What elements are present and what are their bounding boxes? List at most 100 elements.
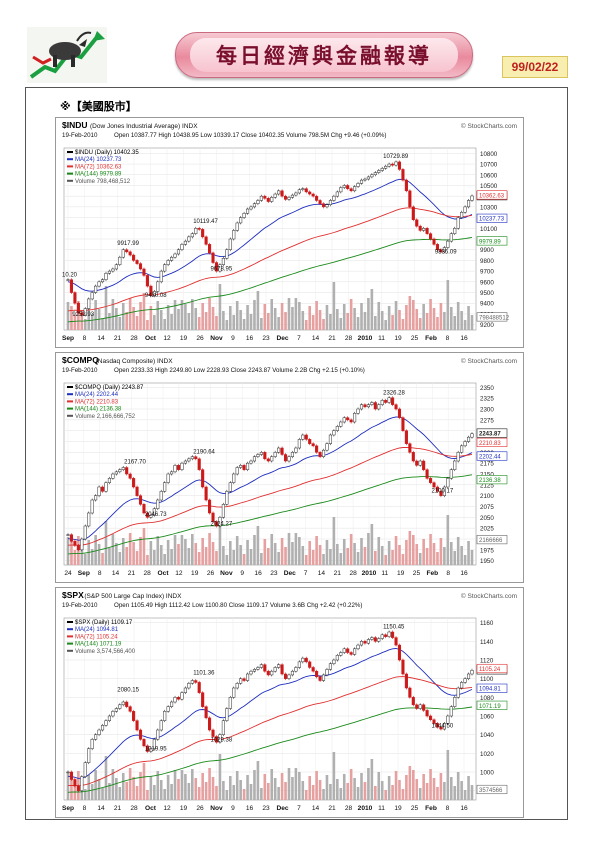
volume-bar (159, 545, 163, 565)
volume-bar (90, 784, 94, 800)
volume-bar (253, 300, 256, 330)
candle-body (125, 467, 129, 475)
volume-bar (108, 548, 111, 565)
y-tick-label: 10700 (480, 162, 498, 169)
candle-body (353, 186, 357, 192)
candle-body (308, 439, 312, 444)
volume-bar (418, 553, 422, 565)
candle-body (404, 179, 408, 192)
volume-bar (349, 534, 353, 565)
volume-bar (132, 542, 135, 565)
volume-bar (146, 555, 149, 565)
volume-bar (463, 320, 467, 330)
volume-bar (425, 783, 429, 800)
candle-body (470, 195, 474, 201)
candle-body (104, 273, 108, 280)
y-tick-label: 2175 (480, 461, 494, 468)
candle-body (97, 281, 101, 287)
report-title: 每日經濟與金融報導 (216, 43, 432, 68)
volume-bar (249, 549, 253, 565)
candle-body (363, 641, 367, 644)
volume-bar (415, 544, 419, 565)
volume-bar (139, 302, 142, 330)
candle-body (415, 704, 419, 709)
volume-bar (239, 780, 242, 800)
chart-date: 19-Feb-2010 (62, 132, 98, 139)
volume-bar (422, 304, 425, 330)
volume-bar (336, 779, 339, 800)
candle-body (259, 452, 263, 455)
y-tick-label: 2125 (480, 482, 494, 489)
volume-bar (443, 312, 446, 330)
volume-bar (187, 313, 191, 330)
volume-bar (449, 777, 453, 800)
volume-bar (311, 315, 315, 330)
volume-bar (332, 752, 336, 800)
candle-body (304, 188, 308, 193)
y-tick-label: 10600 (480, 172, 498, 179)
candle-body (425, 469, 429, 479)
candle-body (107, 715, 111, 721)
volume-bar (374, 316, 377, 330)
candle-body (356, 408, 360, 414)
x-tick-label: 8 (446, 570, 450, 577)
volume-bar (346, 783, 349, 800)
volume-bar (270, 534, 274, 565)
volume-bar (191, 769, 194, 800)
candle-body (277, 447, 281, 453)
candle-body (228, 482, 232, 492)
volume-bar (408, 766, 412, 800)
volume-bar (360, 303, 363, 330)
chart-source: © StockCharts.com (461, 592, 517, 600)
legend-swatch (67, 158, 73, 161)
volume-bar (128, 533, 132, 565)
volume-bar (115, 308, 118, 330)
volume-bar (270, 769, 274, 800)
candle-body (97, 486, 101, 496)
volume-bar (429, 299, 432, 330)
volume-bar (443, 547, 446, 565)
volume-bar (363, 547, 367, 565)
legend-swatch (67, 393, 73, 396)
volume-bar (453, 551, 457, 565)
candle-body (346, 185, 350, 189)
candle-body (442, 723, 446, 730)
volume-bar (401, 789, 405, 800)
candle-body (435, 723, 440, 728)
volume-bar (322, 554, 325, 565)
volume-bar (156, 301, 160, 330)
candle-body (232, 687, 236, 698)
volume-bar (101, 788, 104, 800)
y-tick-label: 1160 (480, 620, 494, 627)
candle-body (114, 708, 118, 712)
volume-bar (349, 299, 353, 330)
annotation-label: 10119.47 (193, 219, 218, 225)
candle-body (76, 785, 80, 791)
candle-body (132, 711, 136, 721)
candle-body (332, 430, 336, 436)
volume-bar (456, 772, 460, 800)
volume-bar (325, 305, 329, 330)
candle-body (315, 670, 319, 678)
candle-body (201, 229, 205, 238)
volume-bar (394, 301, 398, 330)
volume-bar (301, 546, 305, 565)
value-tag-box (476, 451, 508, 461)
y-tick-label: 2275 (480, 417, 494, 424)
candle-body (80, 312, 84, 316)
volume-bar (201, 773, 204, 800)
candle-body (397, 161, 402, 170)
volume-bar (470, 785, 474, 800)
volume-bar (363, 782, 367, 800)
volume-bar (194, 778, 198, 800)
x-tick-label: 25 (411, 335, 419, 342)
candle-body (342, 648, 346, 653)
candle-body (173, 697, 177, 703)
volume-bar (415, 779, 419, 800)
volume-bar (467, 776, 470, 800)
ma-line-72 (67, 446, 473, 546)
candle-body (277, 664, 281, 668)
candle-body (325, 204, 329, 208)
volume-bar (235, 536, 239, 565)
